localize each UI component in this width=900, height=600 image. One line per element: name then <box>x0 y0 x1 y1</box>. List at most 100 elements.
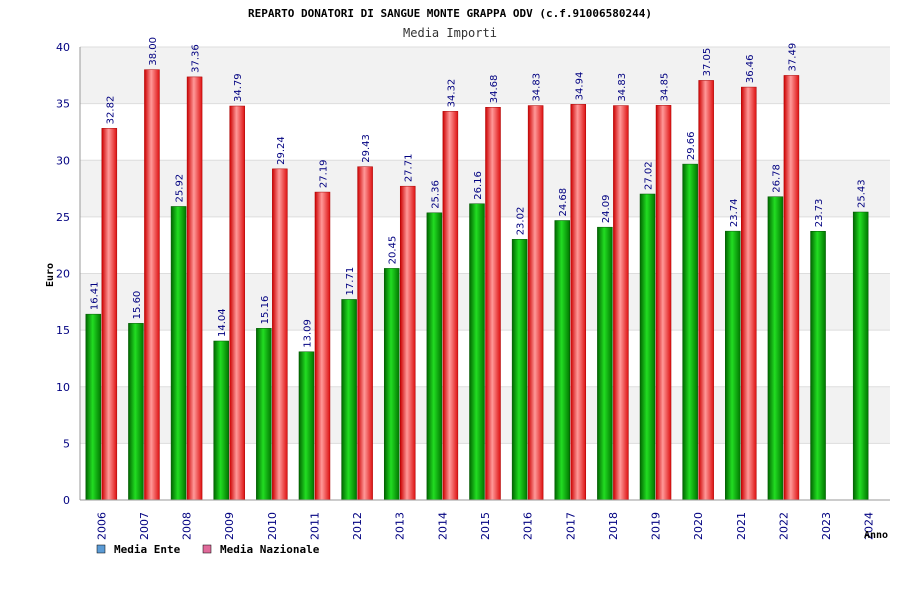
y-tick-label: 5 <box>63 437 70 450</box>
data-label: 23.73 <box>814 199 825 228</box>
data-label: 15.16 <box>260 296 271 325</box>
x-axis-label: Anno <box>864 530 888 541</box>
bar-media-nazionale-2006 <box>101 128 118 501</box>
bar-media-nazionale-2020 <box>698 80 714 501</box>
y-tick-label: 0 <box>63 494 70 507</box>
bar-media-ente-2018 <box>597 226 613 501</box>
y-tick-label: 25 <box>56 211 70 224</box>
data-label: 38.00 <box>148 37 159 66</box>
y-tick-label: 35 <box>56 98 70 111</box>
data-label: 32.82 <box>105 96 116 125</box>
data-label: 34.83 <box>532 73 543 102</box>
data-label: 17.71 <box>345 267 356 296</box>
bar-media-nazionale-2014 <box>442 111 459 501</box>
bar-media-ente-2007 <box>128 323 144 501</box>
data-label: 27.71 <box>404 154 415 183</box>
data-label: 23.74 <box>729 199 740 228</box>
bar-media-ente-2021 <box>725 230 741 501</box>
bar-media-nazionale-2015 <box>485 106 501 501</box>
data-label: 20.45 <box>388 236 399 265</box>
y-tick-label: 20 <box>56 268 70 281</box>
bar-media-nazionale-2019 <box>655 105 672 501</box>
x-tick-label: 2023 <box>820 512 833 540</box>
data-label: 25.36 <box>430 180 441 209</box>
x-tick-label: 2020 <box>692 512 705 540</box>
bar-media-ente-2024 <box>852 211 869 501</box>
y-tick-labels: 0 5 10 15 20 25 30 35 40 <box>56 41 70 507</box>
bar-media-ente-2023 <box>810 231 826 501</box>
bar-media-ente-2017 <box>554 220 571 501</box>
x-tick-label: 2011 <box>308 512 321 540</box>
bar-media-nazionale-2012 <box>357 166 373 501</box>
data-label: 34.85 <box>660 73 671 102</box>
data-label: 34.68 <box>489 75 500 104</box>
x-tick-label: 2015 <box>479 512 492 540</box>
x-tick-label: 2014 <box>436 512 449 540</box>
bar-media-ente-2020 <box>682 163 698 501</box>
data-label: 23.02 <box>516 207 527 236</box>
bar-media-ente-2022 <box>767 196 784 501</box>
x-tick-label: 2019 <box>650 512 663 540</box>
data-label: 25.43 <box>857 179 868 208</box>
bar-media-ente-2010 <box>256 328 272 501</box>
data-label: 37.05 <box>702 48 713 77</box>
bar-media-ente-2013 <box>383 268 400 501</box>
y-tick-label: 40 <box>56 41 70 54</box>
x-tick-label: 2006 <box>95 512 108 540</box>
y-tick-label: 10 <box>56 381 70 394</box>
bar-media-ente-2009 <box>213 340 229 501</box>
x-tick-label: 2022 <box>777 512 790 540</box>
x-tick-label: 2024 <box>863 512 876 540</box>
legend-swatch-media-ente <box>96 544 106 554</box>
x-tick-label: 2009 <box>223 512 236 540</box>
bar-media-nazionale-2009 <box>229 105 245 501</box>
data-label: 29.24 <box>276 136 287 165</box>
bar-media-nazionale-2017 <box>570 104 587 501</box>
x-tick-label: 2013 <box>394 512 407 540</box>
data-label: 36.46 <box>745 54 756 83</box>
data-label: 13.09 <box>302 319 313 348</box>
data-label: 24.09 <box>601 195 612 224</box>
bar-media-ente-2019 <box>639 193 656 501</box>
data-label: 37.36 <box>191 44 202 73</box>
data-label: 24.68 <box>558 188 569 217</box>
bar-media-ente-2016 <box>511 239 528 501</box>
legend-label-media-nazionale: Media Nazionale <box>220 543 320 556</box>
bar-media-nazionale-2011 <box>314 191 331 501</box>
data-label: 34.32 <box>446 79 457 108</box>
data-label: 27.02 <box>644 161 655 190</box>
chart-title: REPARTO DONATORI DI SANGUE MONTE GRAPPA … <box>248 7 652 20</box>
data-label: 34.94 <box>574 72 585 101</box>
x-tick-label: 2018 <box>607 512 620 540</box>
x-tick-label: 2007 <box>138 512 151 540</box>
data-label: 34.79 <box>233 73 244 102</box>
legend-swatch-media-nazionale <box>202 544 212 554</box>
data-label: 14.04 <box>217 308 228 337</box>
x-tick-label: 2017 <box>564 512 577 540</box>
bar-media-nazionale-2022 <box>783 75 800 501</box>
bar-media-ente-2006 <box>85 313 102 501</box>
legend: Media Ente Media Nazionale <box>96 543 320 556</box>
data-label: 26.78 <box>771 164 782 193</box>
data-label: 34.83 <box>617 73 628 102</box>
bar-media-nazionale-2016 <box>527 105 544 501</box>
x-tick-label: 2012 <box>351 512 364 540</box>
bar-media-ente-2014 <box>426 212 443 501</box>
bar-media-ente-2011 <box>298 351 315 501</box>
data-label: 26.16 <box>473 171 484 200</box>
axes <box>79 47 890 501</box>
bar-media-nazionale-2018 <box>613 105 629 501</box>
bar-media-ente-2012 <box>341 299 357 501</box>
x-tick-label: 2010 <box>266 512 279 540</box>
bar-media-nazionale-2007 <box>144 69 160 501</box>
data-label: 29.66 <box>686 131 697 160</box>
bar-media-nazionale-2010 <box>272 168 288 501</box>
bar-media-ente-2008 <box>170 206 187 501</box>
x-tick-label: 2008 <box>181 512 194 540</box>
bar-media-nazionale-2021 <box>741 86 757 501</box>
data-label: 25.92 <box>175 174 186 203</box>
x-tick-labels: 2006 2007 2008 2009 2010 2011 2012 2013 2014 2015… <box>95 512 875 540</box>
data-label: 29.43 <box>361 134 372 163</box>
bar-media-ente-2015 <box>469 203 485 501</box>
